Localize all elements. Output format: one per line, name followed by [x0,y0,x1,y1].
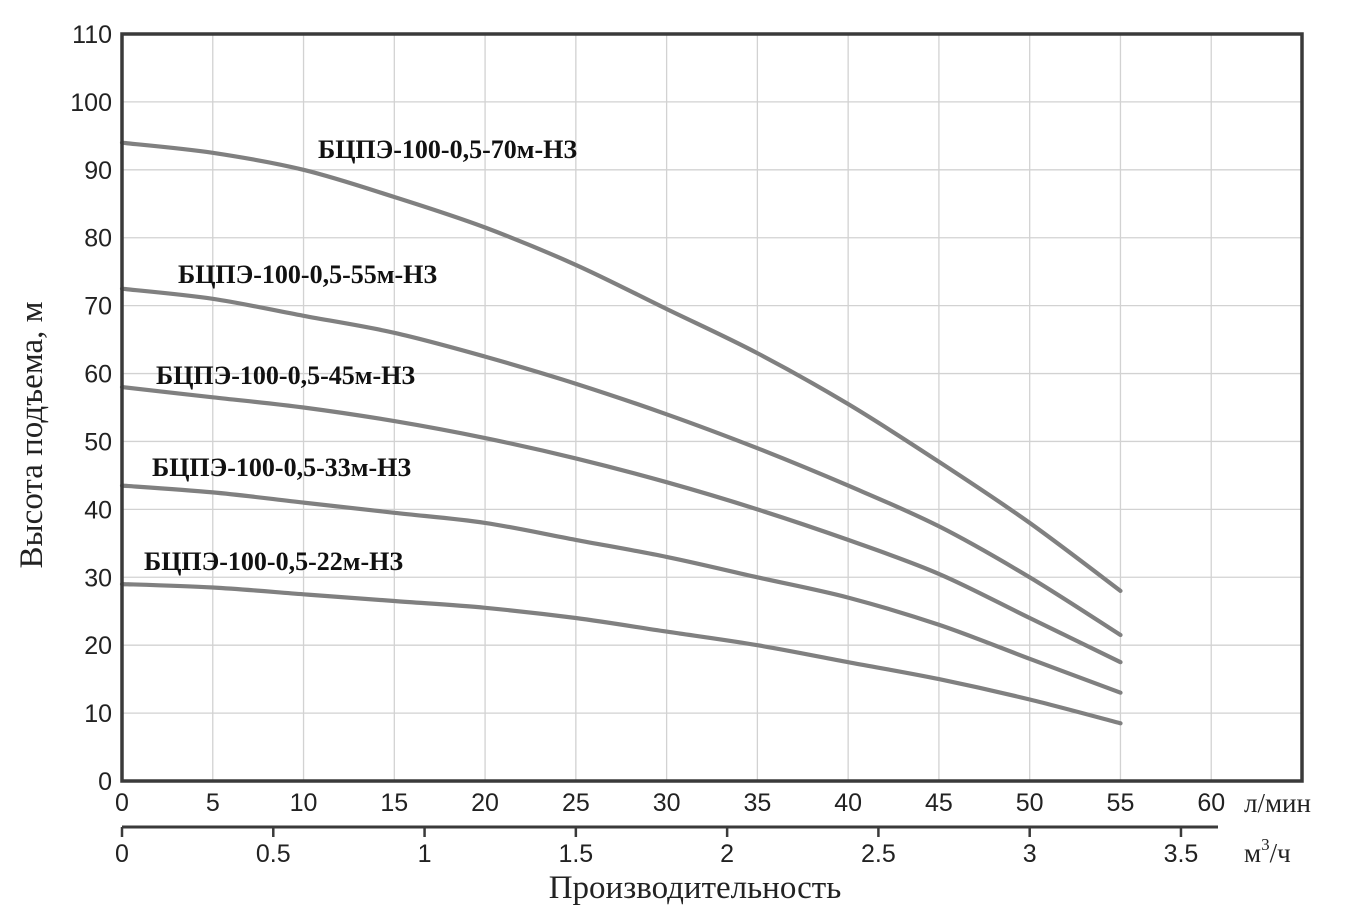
y-tick-label: 70 [84,293,112,321]
y-tick-label: 20 [84,632,112,660]
x-tick-label: 55 [1107,789,1135,817]
x-tick-label: 50 [1016,789,1044,817]
x-unit-secondary: м3/ч [1244,835,1291,868]
y-tick-label: 100 [70,89,112,117]
secondary-x-tick-label: 2 [720,840,734,868]
secondary-x-tick-label: 1 [418,840,432,868]
y-tick-label: 50 [84,428,112,456]
y-tick-label: 0 [98,768,112,796]
secondary-x-tick-label: 1.5 [558,840,593,868]
x-tick-label: 15 [380,789,408,817]
x-tick-label: 20 [471,789,499,817]
x-axis-title: Производительность [549,870,842,906]
y-tick-label: 110 [72,21,112,49]
series-curve [119,483,1123,695]
x-tick-label: 60 [1197,789,1225,817]
series-curve [119,385,1123,665]
y-axis-ticks: 0 10 20 30 40 50 60 70 80 90 100 110 [70,21,112,796]
series-curves [119,140,1123,726]
x-tick-label: 0 [115,789,129,817]
secondary-x-axis-ticks: 0 0.5 1 1.5 2 2.5 3 3.5 [115,827,1198,868]
x-tick-label: 45 [925,789,953,817]
y-tick-label: 30 [84,564,112,592]
x-unit-secondary-tail: /ч [1270,838,1291,868]
series-curve [119,582,1123,726]
x-tick-label: 10 [290,789,318,817]
series-curve [119,140,1123,593]
x-tick-label: 30 [653,789,681,817]
y-tick-label: 80 [84,225,112,253]
series-label: БЦПЭ-100-0,5-22м-НЗ [144,547,403,576]
x-tick-label: 25 [562,789,590,817]
x-tick-label: 5 [206,789,220,817]
secondary-x-tick-label: 2.5 [861,840,896,868]
x-axis-ticks: 0 5 10 15 20 25 30 35 40 45 50 55 60 [115,789,1225,817]
x-unit-primary: л/мин [1244,788,1311,818]
secondary-x-tick-label: 3 [1023,840,1037,868]
y-axis-title: Высота подъема, м [14,301,50,568]
series-labels: БЦПЭ-100-0,5-70м-НЗ БЦПЭ-100-0,5-55м-НЗ БЦ… [144,135,577,576]
x-unit-secondary-base: м [1244,838,1261,868]
y-tick-label: 40 [84,496,112,524]
series-label: БЦПЭ-100-0,5-33м-НЗ [152,453,411,482]
x-tick-label: 35 [743,789,771,817]
secondary-x-tick-label: 3.5 [1164,840,1199,868]
series-curve [119,286,1123,638]
x-unit-secondary-sup: 3 [1261,835,1270,854]
y-tick-label: 10 [84,700,112,728]
y-tick-label: 60 [84,361,112,389]
y-tick-label: 90 [84,157,112,185]
x-tick-label: 40 [834,789,862,817]
series-label: БЦПЭ-100-0,5-70м-НЗ [318,135,577,164]
series-label: БЦПЭ-100-0,5-55м-НЗ [178,260,437,289]
secondary-x-tick-label: 0.5 [256,840,291,868]
secondary-x-tick-label: 0 [115,840,129,868]
series-label: БЦПЭ-100-0,5-45м-НЗ [156,361,415,390]
plot-frame [120,32,1304,783]
